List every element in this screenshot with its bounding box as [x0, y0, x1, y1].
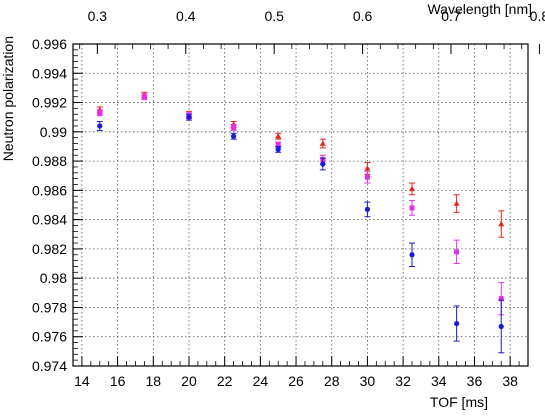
x-tick-label: 16 [110, 373, 126, 389]
x2-tick-label: 0.3 [88, 8, 108, 24]
y-axis-title: Neutron polarization [0, 36, 16, 161]
x2-tick-label: 0.5 [264, 8, 284, 24]
data-point [186, 114, 192, 120]
x-tick-label: 24 [253, 373, 269, 389]
data-point [453, 200, 460, 206]
x-tick-label: 28 [324, 373, 340, 389]
grid [73, 43, 528, 367]
data-point [409, 185, 416, 192]
ticks [72, 43, 540, 367]
data-point [409, 252, 415, 258]
axes [72, 43, 529, 367]
x-tick-label: 22 [217, 373, 233, 389]
y-tick-label: 0.978 [32, 299, 67, 315]
y-tick-label: 0.974 [32, 358, 67, 374]
data-point [409, 205, 415, 211]
x2-tick-label: 0.4 [176, 8, 196, 24]
data-point [454, 320, 460, 327]
series-0 [96, 91, 505, 238]
data-point [364, 165, 371, 171]
tick-labels: 14 16 18 20 22 24 26 28 30 32 34 36 38 0.974 0.976 0.97… [32, 8, 545, 389]
data-point [275, 146, 281, 152]
data-point [498, 220, 505, 227]
data-point [498, 296, 504, 302]
data-point [364, 206, 371, 212]
y-tick-label: 0.982 [32, 241, 67, 257]
y-tick-label: 0.994 [32, 65, 67, 81]
y-tick-label: 0.98 [40, 270, 67, 286]
y-tick-label: 0.996 [32, 36, 67, 52]
x-tick-label: 36 [467, 373, 483, 389]
data-point [275, 142, 281, 148]
data-point [498, 323, 504, 330]
x-tick-label: 32 [395, 373, 411, 389]
data-point [364, 174, 370, 180]
x-tick-label: 34 [431, 373, 447, 389]
data-points [96, 91, 505, 354]
data-point [320, 161, 326, 167]
x-tick-label: 26 [288, 373, 304, 389]
series-2 [96, 113, 505, 354]
data-point [454, 249, 460, 255]
x-tick-label: 14 [74, 373, 90, 389]
x2-tick-label: 0.8 [530, 8, 545, 24]
x-tick-label: 18 [146, 373, 162, 389]
y-tick-label: 0.976 [32, 329, 67, 345]
x2-tick-label: 0.6 [353, 8, 373, 24]
y-tick-label: 0.992 [32, 95, 67, 111]
x-tick-label: 38 [502, 373, 518, 389]
y-tick-label: 0.986 [32, 182, 67, 198]
data-point [97, 123, 103, 129]
y-tick-label: 0.988 [32, 153, 67, 169]
top-axis-title: Wavelength [nm] [427, 1, 532, 17]
data-point [231, 124, 237, 130]
data-point [97, 110, 103, 116]
data-point [141, 94, 147, 100]
data-point [230, 133, 237, 139]
x2-tick-label: 0.7 [441, 8, 461, 24]
plot-frame [72, 43, 529, 367]
data-point [275, 133, 282, 139]
x-axis-title: TOF [ms] [430, 394, 488, 410]
x-tick-label: 30 [360, 373, 376, 389]
series-1 [96, 93, 505, 316]
y-tick-label: 0.984 [32, 212, 67, 228]
data-point [319, 140, 326, 146]
y-tick-label: 0.99 [40, 124, 67, 140]
x-tick-label: 20 [181, 373, 197, 389]
